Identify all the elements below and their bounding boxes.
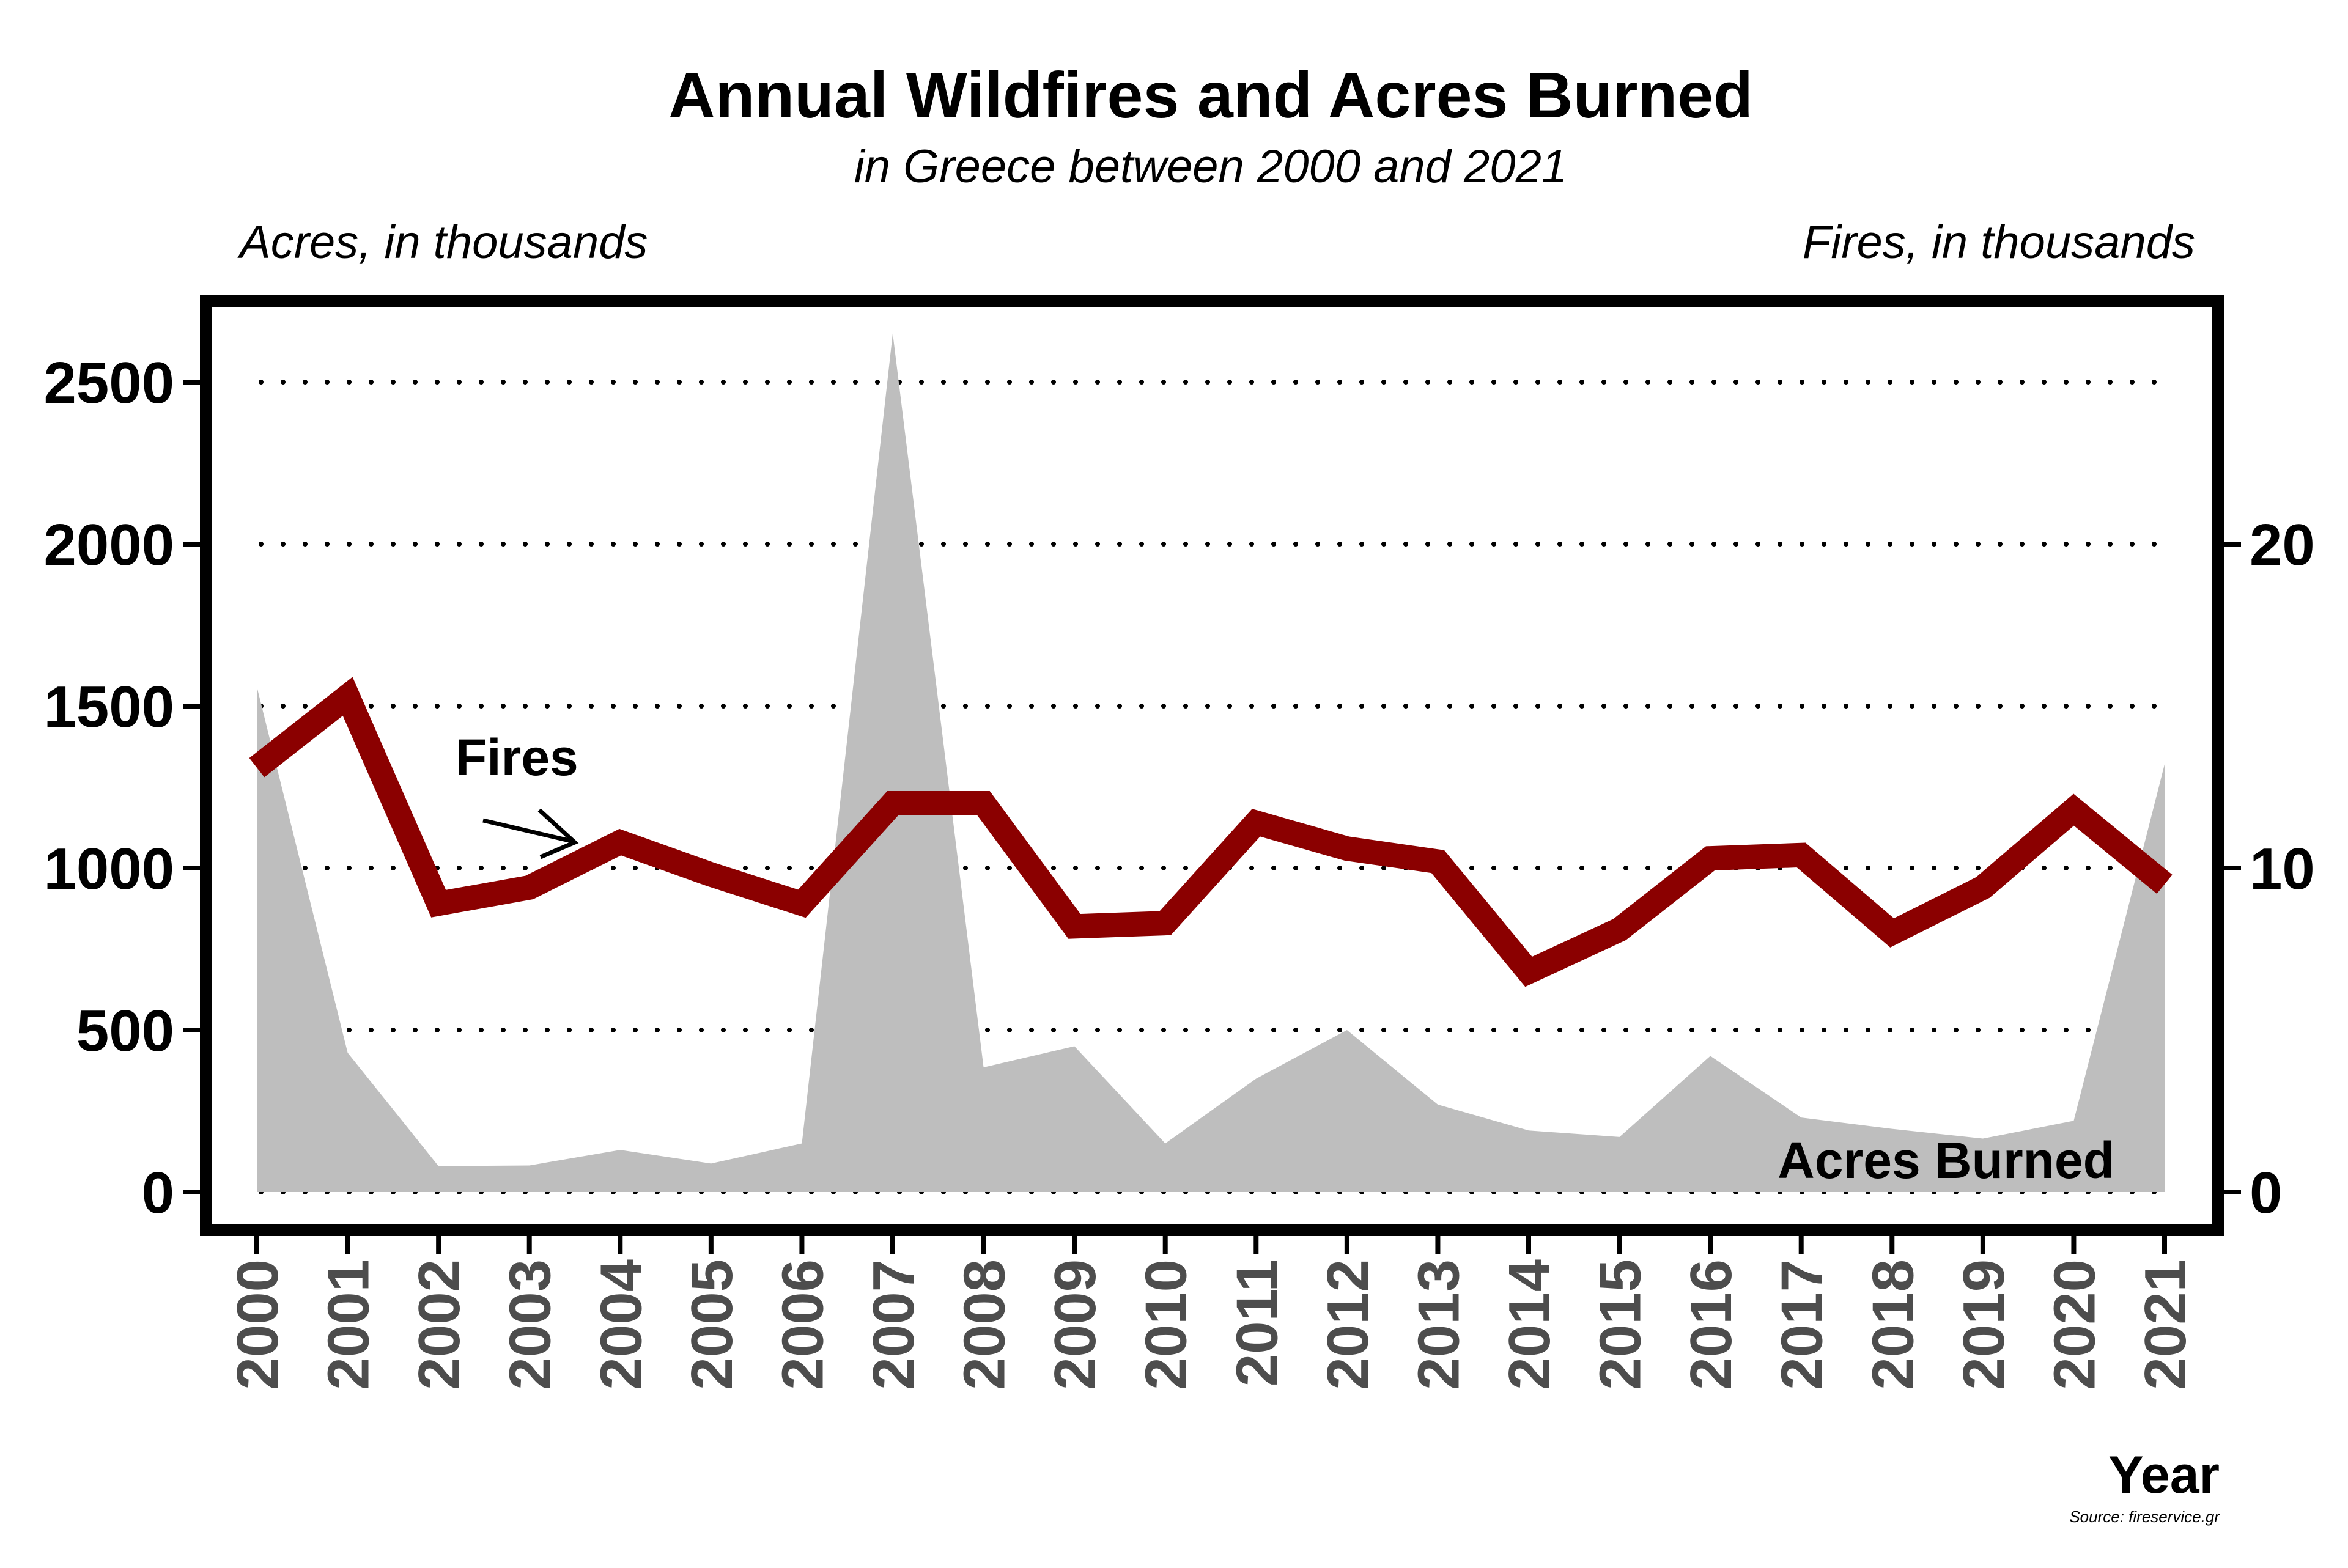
fires-point [347, 695, 349, 698]
acres-point [1346, 1029, 1348, 1031]
fires-point [2072, 809, 2075, 811]
fires-point [1619, 929, 1621, 931]
acres-point [529, 1165, 530, 1166]
fires-point [437, 902, 440, 905]
x-tick-label: 2015 [1588, 1259, 1653, 1390]
acres-point [892, 333, 893, 334]
left-y-axis: 0 500 1000 1500 2000 2500 [43, 350, 200, 1226]
plot-frame [200, 295, 2224, 1236]
fires-line-layer [249, 677, 2173, 987]
acres-point [801, 1143, 802, 1144]
acres-point [2164, 764, 2165, 765]
fires-point [1982, 886, 1984, 889]
fires-point [1800, 854, 1803, 856]
fires-annotation: Fires [456, 729, 578, 786]
chart-title: Annual Wildfires and Acres Burned [668, 59, 1753, 131]
x-tick-label: 2006 [770, 1259, 835, 1390]
x-tick-label: 2019 [1951, 1259, 2017, 1390]
fires-point [1255, 822, 1257, 824]
fires-line [249, 677, 2173, 987]
x-tick-label: 2020 [2042, 1259, 2107, 1390]
chart-subtitle: in Greece between 2000 and 2021 [854, 141, 1567, 193]
acres-point [347, 1052, 349, 1053]
left-tick-label: 500 [76, 998, 174, 1064]
left-tick-label: 2000 [43, 512, 174, 578]
acres-point [256, 686, 257, 687]
acres-point [1165, 1143, 1166, 1144]
arrow-icon [482, 808, 579, 859]
x-tick-label: 2012 [1315, 1259, 1381, 1390]
fires-point [800, 902, 803, 905]
acres-point [2073, 1120, 2074, 1121]
x-tick-label: 2007 [861, 1259, 926, 1390]
right-y-axis: 0 10 20 [2224, 512, 2315, 1226]
x-tick-label: 2004 [588, 1259, 654, 1390]
x-tick-label: 2002 [407, 1259, 472, 1390]
fires-point [619, 841, 621, 844]
x-tick-label: 2001 [316, 1259, 382, 1390]
gridlines [259, 380, 2165, 1194]
x-tick-label: 2008 [952, 1259, 1017, 1390]
x-tick-label: 2000 [225, 1259, 290, 1390]
left-axis-label: Acres, in thousands [237, 216, 648, 268]
right-tick-label: 0 [2250, 1160, 2282, 1226]
right-tick-label: 10 [2250, 836, 2315, 902]
acres-point [1710, 1055, 1711, 1056]
x-tick-label: 2003 [498, 1259, 563, 1390]
acres-point [619, 1149, 621, 1150]
left-tick-label: 1000 [43, 836, 174, 902]
x-tick-label: 2005 [679, 1259, 745, 1390]
left-tick-label: 1500 [43, 674, 174, 740]
x-tick-label: 2014 [1497, 1259, 1562, 1390]
acres-point [438, 1166, 439, 1167]
x-tick-label: 2021 [2133, 1259, 2198, 1390]
acres-annotation: Acres Burned [1778, 1132, 2114, 1189]
fires-point [1891, 932, 1893, 934]
fires-point [1164, 922, 1167, 924]
right-axis-label: Fires, in thousands [1803, 216, 2195, 268]
fires-point [710, 874, 712, 876]
acres-point [1801, 1117, 1802, 1118]
fires-point [2163, 883, 2166, 886]
left-tick-label: 0 [142, 1160, 174, 1226]
fires-point [528, 886, 531, 889]
x-tick-label: 2009 [1043, 1259, 1108, 1390]
acres-point [1437, 1104, 1438, 1105]
fires-point [256, 767, 258, 769]
acres-point [1255, 1078, 1257, 1080]
x-tick-label: 2010 [1134, 1259, 1199, 1390]
x-tick-label: 2016 [1678, 1259, 1744, 1390]
acres-point [1074, 1046, 1075, 1047]
acres-point [983, 1067, 984, 1068]
acres-point [1528, 1130, 1529, 1131]
right-tick-label: 20 [2250, 512, 2315, 578]
acres-point [711, 1163, 712, 1164]
fires-point [1709, 857, 1711, 859]
fires-point [1346, 847, 1348, 850]
x-tick-label: 2013 [1406, 1259, 1471, 1390]
fires-point [1436, 860, 1439, 863]
x-tick-label: 2017 [1770, 1259, 1835, 1390]
fires-point [892, 802, 894, 804]
x-axis-label: Year [2108, 1446, 2220, 1504]
x-axis: 2000 2001 2002 2003 2004 2005 2006 2007 2008 2009… [225, 1236, 2198, 1390]
fires-point [1527, 971, 1530, 973]
fires-point [983, 802, 985, 804]
source-note: Source: fireservice.gr [2069, 1507, 2220, 1526]
acres-point [1891, 1128, 1892, 1130]
x-tick-label: 2018 [1860, 1259, 1925, 1390]
x-tick-label: 2011 [1224, 1259, 1290, 1386]
fires-point [1073, 925, 1076, 927]
left-tick-label: 2500 [43, 350, 174, 416]
acres-point [1619, 1136, 1620, 1138]
